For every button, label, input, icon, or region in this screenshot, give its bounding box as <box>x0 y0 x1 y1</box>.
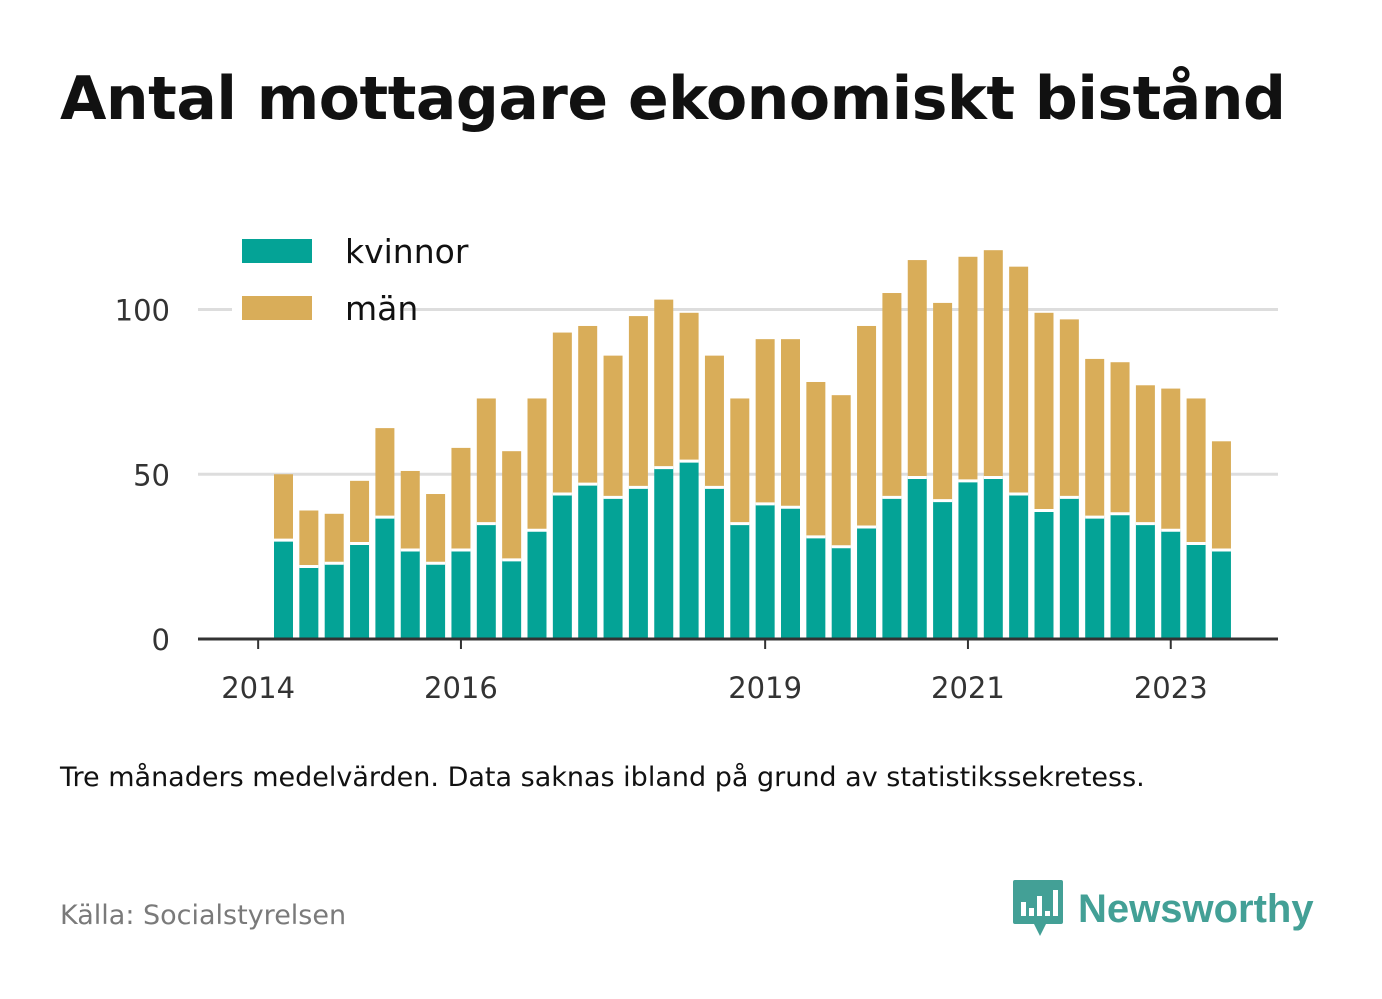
legend-swatch-man <box>242 296 312 320</box>
bar-man-5 <box>400 470 420 551</box>
legend-swatch-kvinnor <box>242 239 312 263</box>
bar-man-27 <box>958 256 978 481</box>
legend: kvinnor män <box>232 226 469 336</box>
bar-kvinnor-7 <box>451 550 471 639</box>
bar-kvinnor-17 <box>704 487 724 639</box>
bar-kvinnor-16 <box>679 461 699 639</box>
bar-kvinnor-28 <box>983 477 1003 639</box>
bar-man-16 <box>679 312 699 462</box>
chart-title: Antal mottagare ekonomiskt bistånd <box>60 64 1286 134</box>
bar-man-18 <box>730 398 750 524</box>
bar-man-31 <box>1059 319 1079 498</box>
x-tick-label-2023: 2023 <box>1134 671 1208 705</box>
bar-man-6 <box>426 494 446 564</box>
bar-kvinnor-26 <box>933 500 953 639</box>
bar-kvinnor-2 <box>324 563 344 639</box>
bar-kvinnor-30 <box>1034 510 1054 639</box>
bar-kvinnor-3 <box>350 543 370 639</box>
x-axis-ticks: 2014 2016 2019 2021 2023 <box>221 639 1208 705</box>
bar-kvinnor-11 <box>552 494 572 639</box>
bar-kvinnor-13 <box>603 497 623 639</box>
bar-man-28 <box>983 250 1003 478</box>
bar-kvinnor-31 <box>1059 497 1079 639</box>
bar-man-35 <box>1161 388 1181 531</box>
bar-man-7 <box>451 447 471 551</box>
x-tick-label-2016: 2016 <box>424 671 498 705</box>
bar-kvinnor-5 <box>400 550 420 639</box>
x-tick-label-2021: 2021 <box>931 671 1005 705</box>
bar-kvinnor-19 <box>755 503 775 639</box>
bar-kvinnor-4 <box>375 517 395 639</box>
bar-kvinnor-9 <box>502 559 522 639</box>
bar-kvinnor-23 <box>857 526 877 639</box>
bar-man-19 <box>755 339 775 504</box>
bar-kvinnor-33 <box>1110 513 1130 639</box>
bar-man-23 <box>857 325 877 527</box>
bar-kvinnor-32 <box>1085 517 1105 639</box>
bar-kvinnor-22 <box>831 546 851 639</box>
bar-man-22 <box>831 395 851 547</box>
bar-kvinnor-18 <box>730 523 750 639</box>
bar-kvinnor-36 <box>1186 543 1206 639</box>
bar-man-17 <box>704 355 724 488</box>
newsworthy-brand[interactable]: Newsworthy <box>1010 878 1314 940</box>
bar-man-3 <box>350 480 370 544</box>
legend-label-man: män <box>345 289 418 328</box>
bar-kvinnor-24 <box>882 497 902 639</box>
bar-man-32 <box>1085 358 1105 518</box>
bar-kvinnor-34 <box>1135 523 1155 639</box>
bar-kvinnor-15 <box>654 467 674 639</box>
bar-kvinnor-0 <box>274 540 293 639</box>
bar-man-13 <box>603 355 623 498</box>
bar-man-36 <box>1186 398 1206 544</box>
bar-man-15 <box>654 299 674 468</box>
bar-man-9 <box>502 451 522 560</box>
bar-man-12 <box>578 325 598 485</box>
bar-man-10 <box>527 398 547 531</box>
bar-kvinnor-21 <box>806 536 826 639</box>
bar-kvinnor-14 <box>628 487 648 639</box>
y-tick-label-50: 50 <box>133 458 170 492</box>
bar-kvinnor-37 <box>1211 550 1231 639</box>
bar-man-30 <box>1034 312 1054 511</box>
bar-kvinnor-1 <box>299 566 319 639</box>
bars <box>274 250 1231 639</box>
y-tick-label-100: 100 <box>115 294 170 328</box>
bar-man-0 <box>274 474 293 541</box>
newsworthy-chart-bubble-icon <box>1013 880 1063 936</box>
bar-man-11 <box>552 332 572 495</box>
bar-man-1 <box>299 510 319 567</box>
x-tick-label-2014: 2014 <box>221 671 295 705</box>
brand-name: Newsworthy <box>1078 887 1314 931</box>
bar-man-37 <box>1211 441 1231 551</box>
bar-man-34 <box>1135 385 1155 524</box>
bar-man-14 <box>628 316 648 488</box>
bar-man-20 <box>781 339 800 508</box>
bar-man-21 <box>806 381 826 537</box>
bar-kvinnor-25 <box>907 477 927 639</box>
bar-kvinnor-20 <box>781 507 800 639</box>
bar-kvinnor-6 <box>426 563 446 639</box>
bar-man-29 <box>1009 266 1029 495</box>
bar-kvinnor-35 <box>1161 530 1181 639</box>
bar-man-4 <box>375 428 395 518</box>
legend-label-kvinnor: kvinnor <box>345 232 469 271</box>
source-credit: Källa: Socialstyrelsen <box>60 900 347 931</box>
bar-chart: 0 50 100 kvinnor män 2014 2016 2019 2021 2023 <box>114 226 1278 705</box>
bar-kvinnor-10 <box>527 530 547 639</box>
y-tick-label-0: 0 <box>152 623 170 657</box>
y-axis-tick-labels: 0 50 100 <box>115 294 170 658</box>
bar-man-26 <box>933 302 953 501</box>
bar-man-24 <box>882 293 902 498</box>
bar-kvinnor-12 <box>578 484 598 639</box>
bar-man-25 <box>907 260 927 478</box>
bar-man-2 <box>324 513 344 564</box>
chart-note: Tre månaders medelvärden. Data saknas ib… <box>60 762 1145 793</box>
bar-man-8 <box>476 398 496 524</box>
bar-kvinnor-27 <box>958 480 978 639</box>
bar-kvinnor-8 <box>476 523 496 639</box>
x-tick-label-2019: 2019 <box>728 671 802 705</box>
bar-man-33 <box>1110 362 1130 514</box>
bar-kvinnor-29 <box>1009 494 1029 639</box>
